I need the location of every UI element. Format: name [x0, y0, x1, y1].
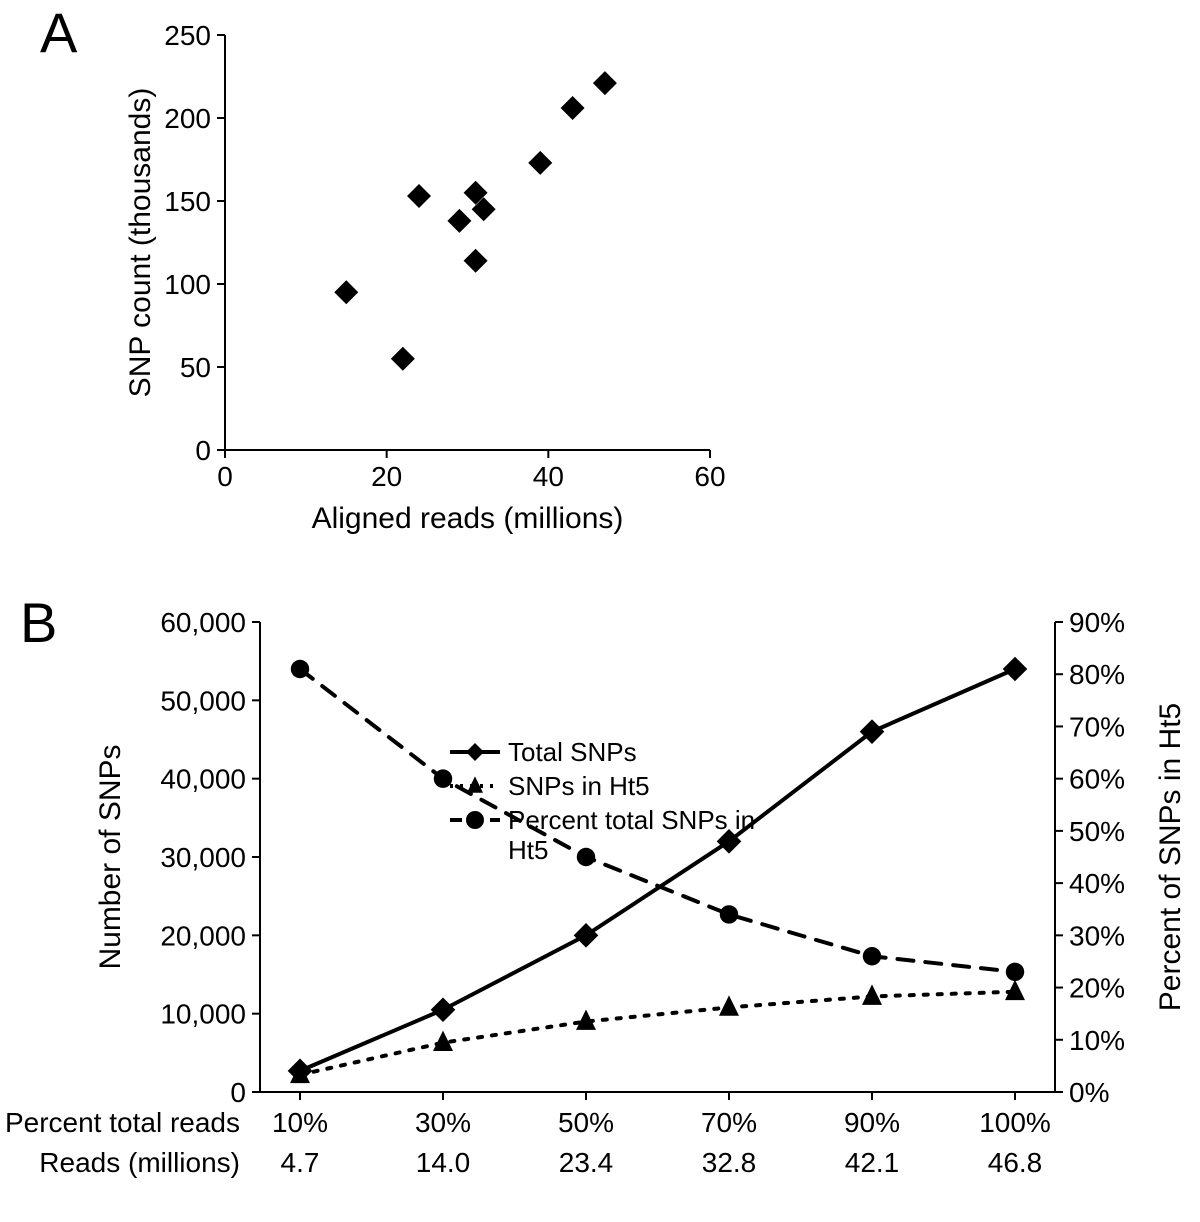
data-point [464, 249, 488, 273]
series-marker [1003, 657, 1028, 682]
series-marker [862, 984, 882, 1004]
x-tick-label: 40 [533, 461, 564, 492]
data-point [407, 184, 431, 208]
x-tick-label: 0 [217, 461, 233, 492]
y2-tick-label: 80% [1069, 659, 1125, 690]
series-marker [720, 905, 738, 923]
x-reads-label: 42.1 [845, 1147, 900, 1178]
y1-tick-label: 50,000 [160, 685, 246, 716]
data-point [528, 151, 552, 175]
x-tick-label: 60 [694, 461, 725, 492]
series-line [300, 669, 1015, 1071]
legend-label: Total SNPs [508, 737, 637, 767]
x-pct-label: 70% [701, 1107, 757, 1138]
y1-tick-label: 60,000 [160, 607, 246, 638]
x-reads-label: 46.8 [988, 1147, 1043, 1178]
y2-tick-label: 0% [1069, 1077, 1109, 1108]
legend-marker [466, 811, 484, 829]
row-reads-label: Reads (millions) [39, 1147, 240, 1178]
x-reads-label: 14.0 [416, 1147, 471, 1178]
legend-label: Ht5 [508, 835, 548, 865]
y2-tick-label: 30% [1069, 920, 1125, 951]
y-tick-label: 150 [164, 186, 211, 217]
y-tick-label: 50 [180, 352, 211, 383]
y1-tick-label: 10,000 [160, 999, 246, 1030]
y-axis-label: SNP count (thousands) [124, 88, 157, 398]
series-marker [291, 660, 309, 678]
data-point [561, 96, 585, 120]
series-marker [1005, 980, 1025, 1000]
y1-tick-label: 40,000 [160, 764, 246, 795]
y2-tick-label: 50% [1069, 816, 1125, 847]
data-point [447, 209, 471, 233]
y2-axis-label: Percent of SNPs in Ht5 [1154, 703, 1187, 1011]
y1-axis-label: Number of SNPs [94, 744, 127, 969]
x-reads-label: 32.8 [702, 1147, 757, 1178]
y-tick-label: 250 [164, 20, 211, 51]
panel-a-label-text: A [40, 1, 77, 64]
series-marker [577, 848, 595, 866]
y2-tick-label: 20% [1069, 973, 1125, 1004]
row-pct-label: Percent total reads [5, 1107, 240, 1138]
y-tick-label: 0 [195, 435, 211, 466]
panel-a-label: A [40, 0, 77, 65]
y2-tick-label: 10% [1069, 1025, 1125, 1056]
y2-tick-label: 60% [1069, 764, 1125, 795]
legend-label: Percent total SNPs in [508, 805, 755, 835]
legend-marker [466, 743, 484, 761]
legend-label: SNPs in Ht5 [508, 771, 650, 801]
data-point [334, 280, 358, 304]
series-marker [434, 769, 452, 787]
y2-tick-label: 70% [1069, 711, 1125, 742]
series-marker [719, 995, 739, 1015]
x-tick-label: 20 [371, 461, 402, 492]
x-pct-label: 50% [558, 1107, 614, 1138]
series-marker [431, 997, 456, 1022]
y2-tick-label: 40% [1069, 868, 1125, 899]
x-pct-label: 10% [272, 1107, 328, 1138]
y1-tick-label: 0 [230, 1077, 246, 1108]
data-point [391, 347, 415, 371]
x-reads-label: 4.7 [281, 1147, 320, 1178]
x-pct-label: 90% [844, 1107, 900, 1138]
y-tick-label: 100 [164, 269, 211, 300]
x-pct-label: 100% [979, 1107, 1051, 1138]
y2-tick-label: 90% [1069, 607, 1125, 638]
series-marker [1006, 963, 1024, 981]
y1-tick-label: 30,000 [160, 842, 246, 873]
line-chart-b: 0 10,000 20,000 30,000 40,000 50,000 60,000 0% 1… [0, 592, 1200, 1222]
series-marker [863, 947, 881, 965]
scatter-chart-a: 0 50 100 150 200 250 0 20 40 60 Aligned reads (mil… [120, 10, 740, 540]
y1-tick-label: 20,000 [160, 920, 246, 951]
series-marker [574, 923, 599, 948]
x-reads-label: 23.4 [559, 1147, 614, 1178]
x-pct-label: 30% [415, 1107, 471, 1138]
x-axis-label: Aligned reads (millions) [312, 502, 624, 535]
y-tick-label: 200 [164, 103, 211, 134]
series-line [300, 992, 1015, 1075]
data-point [593, 71, 617, 95]
